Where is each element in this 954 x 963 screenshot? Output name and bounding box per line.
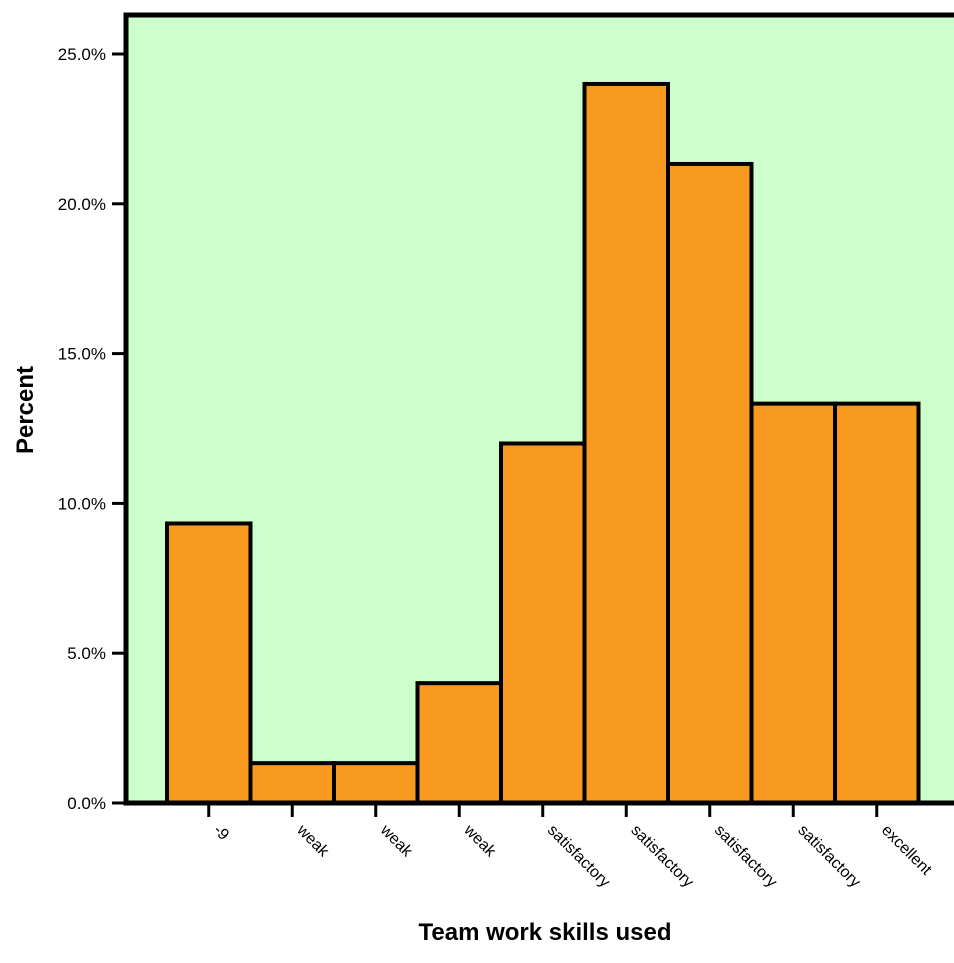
x-tick-label: weak bbox=[293, 821, 333, 861]
y-tick-label: 25.0% bbox=[58, 45, 106, 64]
y-tick-label: 20.0% bbox=[58, 195, 106, 214]
y-tick-label: 10.0% bbox=[58, 494, 106, 513]
x-axis-title: Team work skills used bbox=[419, 919, 672, 946]
x-tick-label: weak bbox=[376, 821, 416, 861]
x-tick-label: satisfactory bbox=[711, 822, 780, 891]
bar-2 bbox=[248, 761, 336, 805]
bar-3 bbox=[332, 761, 420, 805]
bars-group bbox=[165, 81, 921, 806]
x-tick-label: satisfactory bbox=[794, 822, 863, 891]
x-tick-label: satisfactory bbox=[544, 822, 613, 891]
bar-8 bbox=[749, 401, 837, 805]
bar-1 bbox=[165, 521, 253, 805]
x-tick-label: excellent bbox=[878, 822, 935, 879]
bar-5 bbox=[499, 441, 587, 805]
bar-9 bbox=[833, 401, 921, 805]
x-tick-label: weak bbox=[460, 821, 500, 861]
bar-6 bbox=[582, 81, 670, 805]
x-tick-label: satisfactory bbox=[627, 822, 696, 891]
y-tick-label: 0.0% bbox=[67, 794, 106, 813]
bar-7 bbox=[666, 161, 754, 806]
y-tick-label: 15.0% bbox=[58, 345, 106, 364]
y-axis-ticks: 0.0% 5.0% 10.0% 15.0% 20.0% 25.0% bbox=[58, 45, 126, 813]
bar-4 bbox=[415, 681, 503, 805]
x-tick-label: -9 bbox=[210, 822, 232, 844]
x-axis-tick-labels: -9 weak weak weak satisfactory satisfactory sa… bbox=[207, 803, 935, 891]
y-tick-label: 5.0% bbox=[67, 644, 106, 663]
y-axis-title: Percent bbox=[12, 366, 39, 454]
